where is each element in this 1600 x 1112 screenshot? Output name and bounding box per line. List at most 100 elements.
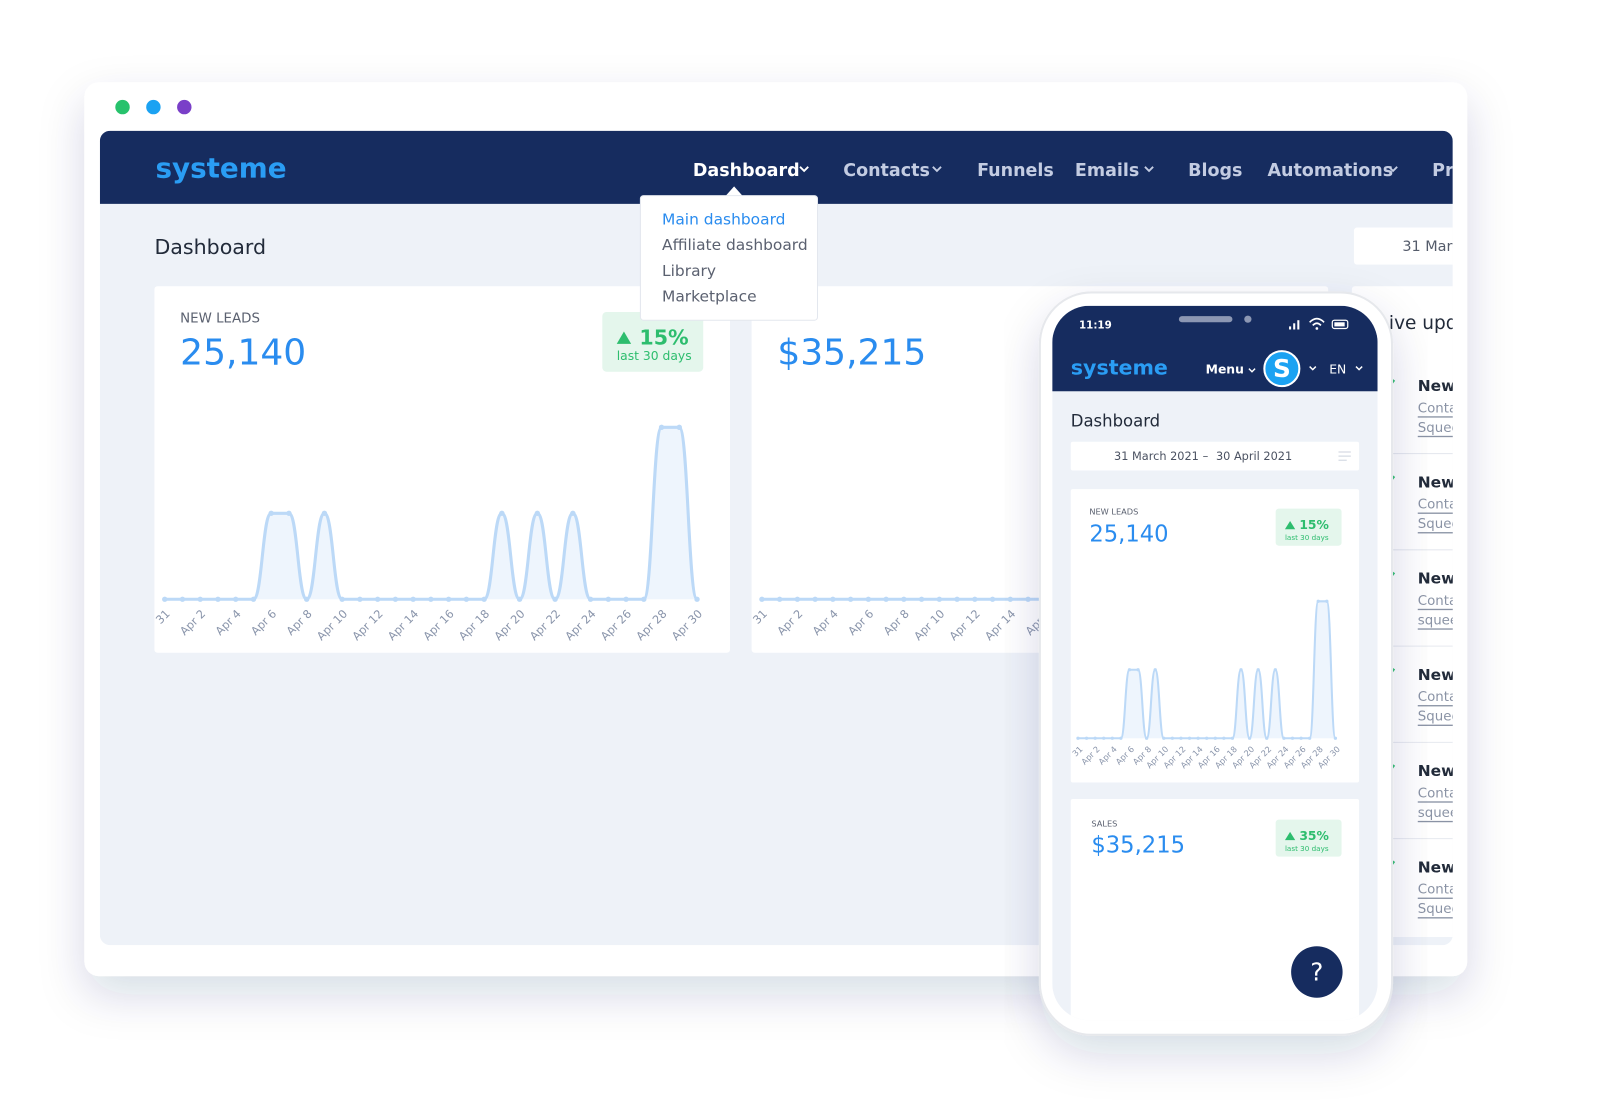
- feed-item-link[interactable]: Conta: [1418, 690, 1457, 705]
- line: [1077, 600, 1337, 740]
- point: [1179, 736, 1183, 740]
- card-total: $35,215: [777, 333, 926, 374]
- feed-item-title: New: [1418, 377, 1456, 395]
- point: [410, 596, 416, 602]
- feed-item-link[interactable]: Conta: [1418, 401, 1457, 416]
- point: [1136, 668, 1140, 672]
- point: [445, 596, 452, 602]
- point: [1187, 736, 1192, 740]
- point: [162, 596, 168, 602]
- feed-item-detail: Squee: [1418, 710, 1460, 725]
- point: [463, 596, 470, 602]
- nav-item[interactable]: Pr: [1432, 161, 1454, 181]
- nav-item[interactable]: Dashboard: [693, 161, 800, 181]
- chevron: [932, 166, 942, 173]
- status-icons: [1289, 317, 1349, 330]
- dropdown: [639, 195, 819, 321]
- point: [1213, 736, 1217, 740]
- change-value: 15%: [1299, 518, 1329, 532]
- point: [233, 596, 239, 602]
- point: [1316, 599, 1320, 603]
- card-total: $35,215: [1091, 832, 1185, 858]
- point: [250, 596, 257, 602]
- point: [1170, 736, 1175, 740]
- point: [268, 510, 274, 516]
- feed-item-link[interactable]: Conta: [1418, 883, 1457, 898]
- nav-item[interactable]: Blogs: [1188, 161, 1242, 181]
- point: [1119, 736, 1123, 740]
- point: [1265, 736, 1269, 740]
- dropdown-items: Main dashboard Affiliate dashboard Library…: [662, 210, 808, 305]
- phone-menu[interactable]: Menu: [1206, 363, 1244, 377]
- phone-logo[interactable]: systeme: [1071, 356, 1168, 380]
- feed-item-title: New: [1418, 858, 1456, 876]
- point: [179, 596, 186, 602]
- nav-item[interactable]: Funnels: [977, 161, 1054, 181]
- point: [1325, 599, 1329, 603]
- dropdown-item[interactable]: Main dashboard: [662, 210, 785, 228]
- filter-icon[interactable]: [1338, 451, 1351, 461]
- change-badge: [1275, 508, 1342, 546]
- point: [972, 596, 978, 602]
- point: [286, 510, 292, 516]
- point: [1290, 736, 1295, 740]
- chevron: [799, 166, 809, 173]
- point: [534, 510, 541, 516]
- point: [1007, 596, 1013, 602]
- change-period: last 30 days: [1285, 533, 1329, 542]
- feed-title: ive upd: [1389, 313, 1458, 334]
- dropdown-item[interactable]: Affiliate dashboard: [662, 236, 808, 254]
- phone-date-picker[interactable]: [1070, 441, 1360, 471]
- change-period: last 30 days: [1285, 844, 1329, 853]
- help-button[interactable]: [1291, 946, 1343, 998]
- avatar-letter: S: [1273, 354, 1291, 383]
- dropdown-item[interactable]: Marketplace: [662, 288, 757, 306]
- point: [830, 596, 836, 602]
- point: [694, 596, 700, 602]
- point: [1076, 736, 1080, 740]
- change-period: last 30 days: [617, 349, 692, 363]
- date-picker[interactable]: [1353, 227, 1467, 265]
- point: [1230, 736, 1235, 740]
- feed-item-title: New: [1418, 666, 1456, 684]
- point: [570, 510, 576, 516]
- point: [1247, 736, 1252, 740]
- nav-item[interactable]: Emails: [1075, 161, 1139, 181]
- up-arrow: [1284, 831, 1296, 841]
- change-badge: [1275, 819, 1342, 857]
- dropdown-item[interactable]: Library: [662, 262, 716, 280]
- feed-item-link[interactable]: Conta: [1418, 498, 1457, 513]
- feed-item-link[interactable]: Conta: [1418, 786, 1457, 801]
- dropdown-caret: [725, 186, 743, 196]
- point: [1196, 736, 1200, 740]
- feed-item-detail: squee: [1418, 613, 1458, 628]
- point: [1333, 736, 1338, 740]
- feed-item-detail: Squee: [1418, 902, 1460, 917]
- phone-speaker: [1178, 316, 1233, 323]
- avatar[interactable]: [1263, 350, 1301, 388]
- chevron: [1388, 166, 1398, 173]
- point: [641, 596, 647, 602]
- point: [936, 596, 943, 602]
- feed-item-link[interactable]: Conta: [1418, 594, 1457, 609]
- date-to: 30 April 2021: [1216, 449, 1292, 463]
- point: [1144, 736, 1149, 740]
- point: [357, 596, 363, 602]
- date-from: 31 March 2021: [1114, 449, 1199, 463]
- point: [918, 596, 925, 602]
- point: [1273, 668, 1277, 672]
- point: [1222, 736, 1226, 740]
- feed-item-title: New: [1418, 570, 1456, 588]
- card-label: SALES: [1091, 819, 1117, 829]
- point: [1308, 736, 1312, 740]
- nav-item[interactable]: Contacts: [843, 161, 930, 181]
- language[interactable]: EN: [1329, 363, 1346, 377]
- nav-item[interactable]: Automations: [1267, 161, 1393, 181]
- card-label: NEW LEADS: [180, 312, 260, 327]
- point: [339, 596, 345, 602]
- navbar: [99, 130, 1453, 204]
- logo[interactable]: systeme: [155, 151, 286, 184]
- chevron: [1248, 368, 1256, 373]
- point: [1299, 736, 1303, 740]
